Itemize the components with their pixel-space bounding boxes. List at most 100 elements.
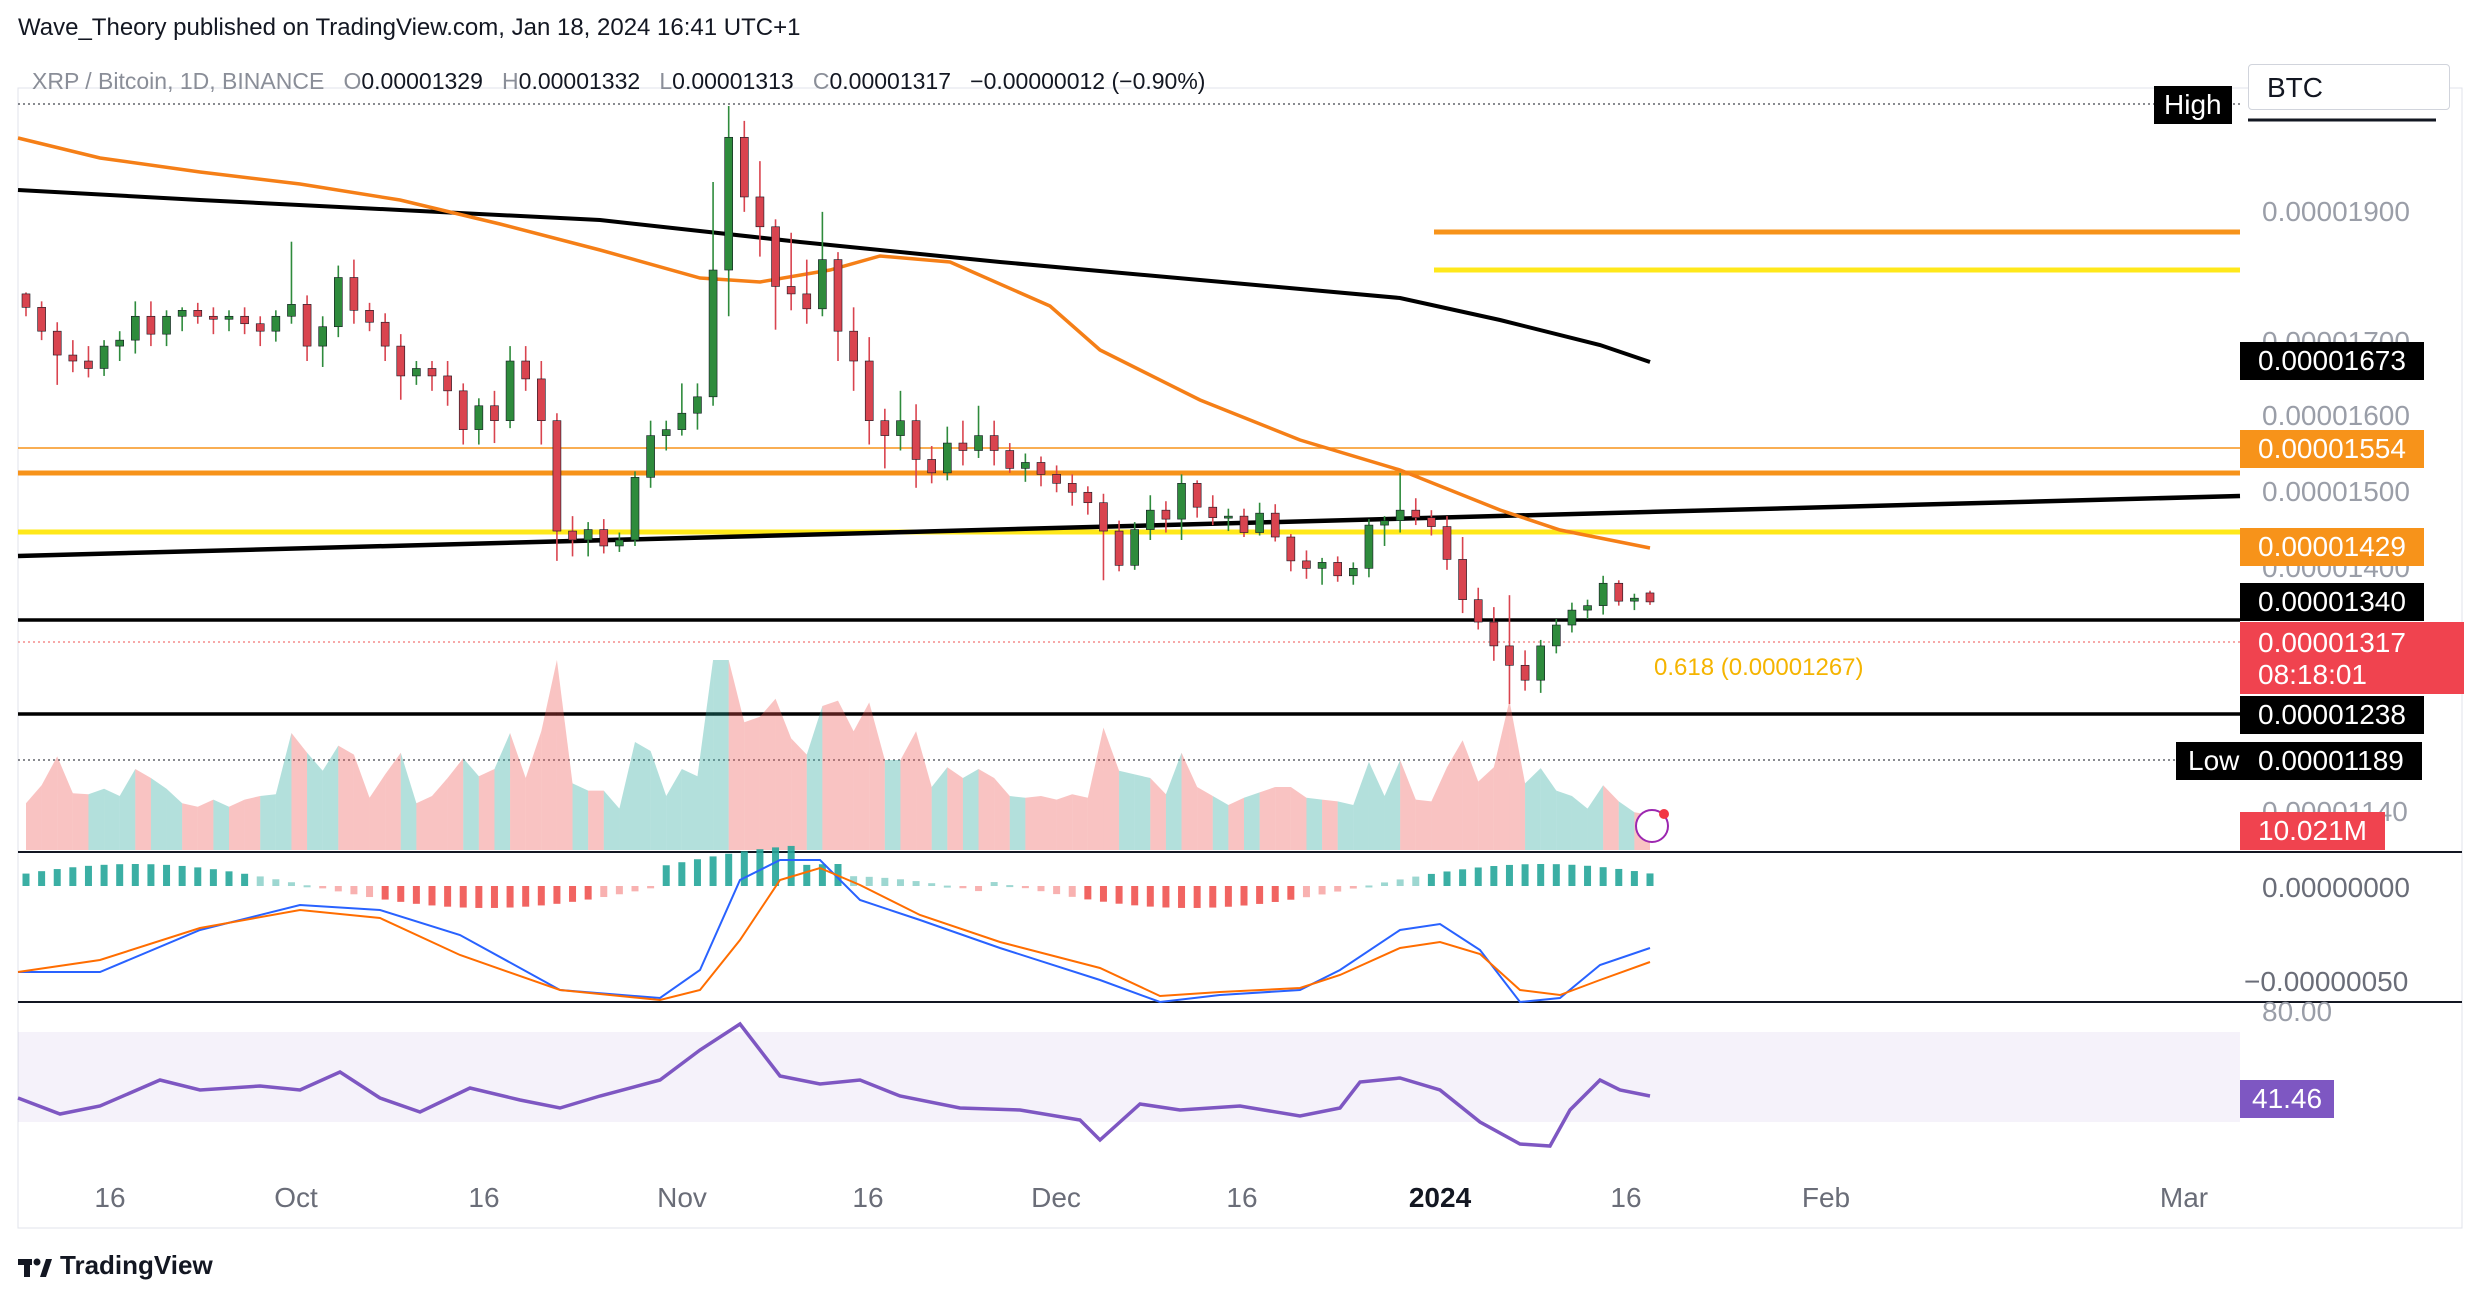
compare-symbol-box[interactable]: BTC: [2248, 64, 2450, 110]
macd-histogram-bar: [1427, 873, 1435, 886]
macd-histogram-bar: [975, 886, 983, 892]
candle-body: [537, 378, 546, 421]
volume-area: [1368, 761, 1385, 850]
macd-histogram-bar: [865, 876, 873, 886]
macd-histogram-bar: [1084, 886, 1092, 900]
macd-histogram-bar: [1099, 886, 1107, 902]
macd-histogram-bar: [272, 879, 280, 886]
candle-body: [568, 530, 577, 541]
macd-line: [18, 859, 1651, 1004]
macd-histogram-bar: [725, 853, 733, 886]
candle-body: [583, 529, 593, 541]
volume-area: [1525, 768, 1541, 850]
macd-histogram-bar: [990, 882, 998, 886]
volume-area: [353, 754, 370, 850]
candle-body: [1005, 450, 1015, 469]
volume-area: [1478, 767, 1494, 850]
candle-body: [365, 310, 374, 323]
volume-area: [1165, 752, 1182, 850]
macd-histogram-bar: [662, 865, 670, 886]
volume-area: [1119, 770, 1135, 850]
bar-countdown: 08:18:01: [2258, 659, 2367, 690]
volume-area: [1509, 700, 1526, 850]
volume-area: [635, 742, 651, 850]
candle-body: [68, 354, 78, 362]
volume-area: [556, 660, 573, 850]
volume-area: [1103, 727, 1120, 850]
legend-close-key: C: [812, 68, 830, 94]
macd-histogram-bar: [334, 886, 342, 892]
alert-dot-icon: [1659, 809, 1669, 819]
candle-body: [864, 360, 874, 421]
volume-area: [931, 767, 948, 850]
time-axis-label: 16: [1610, 1182, 1642, 1213]
volume-area: [150, 778, 167, 850]
macd-histogram-bar: [1224, 886, 1232, 907]
macd-histogram-bar: [1521, 864, 1529, 886]
candle-body: [1021, 462, 1030, 469]
volume-area: [791, 738, 807, 850]
macd-histogram-bar: [303, 885, 311, 888]
price-badge-1340: 0.00001340: [2240, 583, 2424, 621]
volume-area: [853, 702, 870, 850]
candle-body: [833, 259, 843, 332]
volume-area: [260, 794, 276, 850]
candle-body: [1380, 520, 1389, 526]
volume-area: [525, 731, 542, 850]
volume-area: [1337, 801, 1354, 850]
candle-body: [1598, 582, 1608, 606]
candle-body: [240, 315, 249, 325]
macd-histogram-bar: [631, 886, 639, 892]
volume-area: [900, 731, 917, 850]
candle-body: [1645, 592, 1655, 603]
macd-histogram-bar: [506, 886, 514, 908]
legend-close: 0.00001317: [829, 68, 951, 94]
price-axis-label: 0.00001600: [2262, 400, 2410, 431]
candle-body: [1255, 512, 1264, 533]
macd-histogram-bar: [756, 849, 764, 886]
volume-area: [275, 733, 292, 850]
macd-histogram-bar: [647, 886, 655, 889]
candle-body: [146, 315, 156, 335]
candle-body: [646, 435, 655, 478]
macd-histogram-bar: [1178, 886, 1186, 908]
tradingview-brand[interactable]: TradingView: [18, 1250, 213, 1281]
macd-histogram-bar: [1021, 886, 1029, 889]
macd-histogram-bar: [1365, 885, 1373, 888]
volume-area: [1072, 794, 1088, 850]
macd-histogram-bar: [444, 886, 452, 907]
candle-body: [693, 396, 702, 414]
volume-area: [1618, 801, 1635, 850]
ema-200-line: [17, 188, 1651, 364]
macd-histogram-bar: [850, 876, 858, 886]
candle-body: [209, 315, 218, 320]
macd-histogram-bar: [1552, 864, 1560, 886]
candle-body: [1317, 562, 1327, 569]
macd-histogram-bar: [490, 886, 498, 908]
legend-high-key: H: [502, 68, 519, 94]
candle-body: [1208, 506, 1218, 518]
macd-histogram-bar: [1287, 886, 1295, 900]
time-axis-label-year: 2024: [1408, 1182, 1472, 1213]
macd-histogram-bar: [943, 885, 951, 888]
price-badge-1673: 0.00001673: [2240, 342, 2424, 380]
candle-body: [974, 435, 983, 451]
volume-area: [994, 778, 1010, 850]
volume-area: [41, 756, 58, 850]
volume-area: [978, 769, 995, 850]
candle-body: [349, 277, 359, 311]
macd-histogram-bar: [1146, 886, 1154, 907]
volume-area: [369, 774, 386, 850]
volume-area: [119, 769, 136, 850]
volume-area: [135, 769, 151, 850]
candle-body: [943, 442, 952, 474]
macd-histogram-bar: [772, 847, 780, 886]
candle-body: [724, 136, 733, 271]
legend-change: −0.00000012 (−0.90%): [970, 68, 1206, 94]
candle-body: [302, 304, 312, 347]
time-axis-label: 16: [852, 1182, 884, 1213]
high-label-badge: High: [2154, 86, 2232, 124]
time-axis-label: Dec: [1031, 1182, 1081, 1213]
macd-histogram-bar: [1412, 876, 1420, 886]
